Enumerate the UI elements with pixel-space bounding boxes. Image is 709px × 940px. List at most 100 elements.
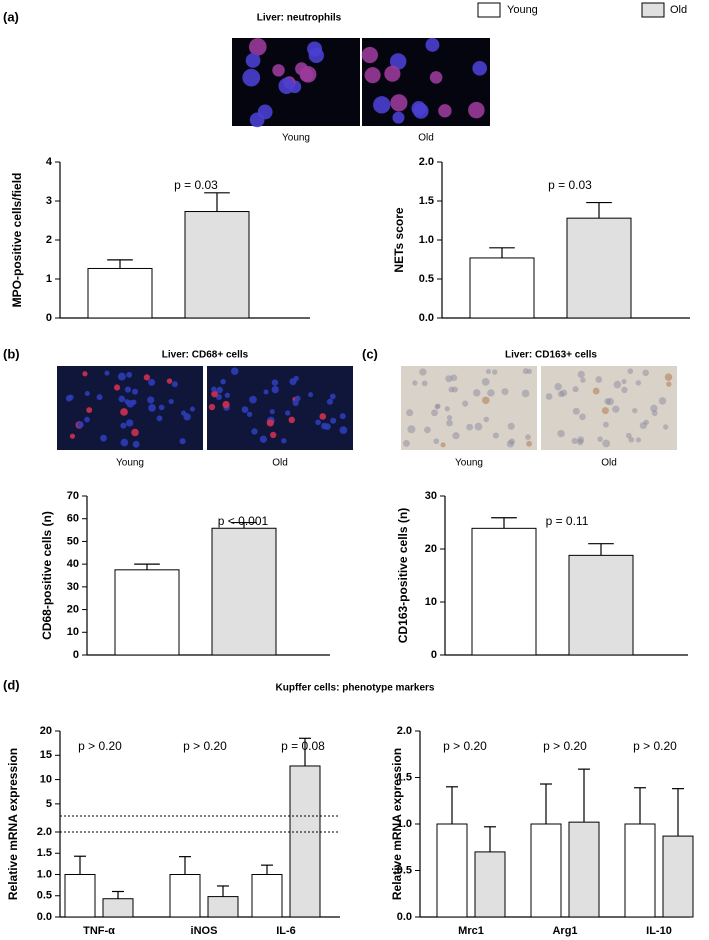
y-tick-label: 0: [431, 649, 437, 661]
p-value: p < 0.001: [218, 514, 269, 528]
p-value: p > 0.20: [78, 739, 122, 753]
bar: [289, 765, 321, 918]
cell: [245, 53, 261, 68]
cell: [158, 404, 165, 411]
micrograph-bg: [207, 366, 353, 450]
cell: [419, 368, 427, 376]
bar: [662, 835, 694, 918]
cell: [361, 46, 379, 64]
cell: [284, 410, 291, 416]
cell: [148, 378, 156, 386]
cell: [621, 379, 627, 385]
y-tick-label: 2.0: [397, 725, 412, 737]
cell: [433, 438, 440, 445]
cell: [487, 389, 495, 397]
cell: [241, 406, 249, 413]
y-tick-label: 15: [40, 749, 52, 761]
micrograph: [207, 366, 353, 450]
cell: [246, 411, 253, 418]
cell: [628, 436, 635, 443]
y-tick-label: 2: [46, 234, 52, 246]
cell: [445, 375, 453, 383]
panel-title: Liver: neutrophils: [257, 13, 342, 24]
cell: [278, 77, 295, 94]
p-value: p > 0.20: [183, 739, 227, 753]
x-tick-label: IL-6: [276, 925, 296, 937]
cell: [446, 419, 453, 427]
y-tick-label: 0: [73, 649, 79, 661]
legend-label: Old: [670, 4, 687, 16]
cell: [124, 386, 132, 393]
micrograph-bg: [57, 366, 203, 450]
cell: [429, 71, 443, 84]
y-tick-label: 10: [40, 773, 52, 785]
cell: [339, 426, 348, 434]
cell: [65, 395, 73, 402]
panel-title: Liver: CD68+ cells: [162, 350, 249, 361]
bar: [471, 527, 537, 656]
cell: [639, 421, 647, 430]
cell: [117, 372, 126, 381]
bar: [566, 217, 632, 319]
y-tick-label: 40: [67, 558, 79, 570]
cell: [86, 407, 93, 414]
cell: [271, 385, 279, 394]
y-tick-label: 60: [67, 513, 79, 525]
y-axis-label: CD68-positive cells (n): [40, 511, 54, 640]
cell: [125, 419, 134, 427]
cell: [76, 421, 84, 428]
cell: [601, 407, 609, 415]
cell: [373, 96, 391, 114]
bar: [530, 823, 562, 918]
cell: [613, 380, 622, 389]
cell: [211, 386, 217, 392]
bar: [102, 898, 134, 918]
cell: [557, 429, 565, 438]
cell: [485, 369, 491, 375]
cell: [438, 104, 452, 118]
cell: [96, 394, 103, 401]
cell: [521, 389, 530, 398]
cell: [421, 380, 428, 387]
cell: [147, 396, 155, 404]
cell: [211, 390, 219, 398]
y-tick-label: 0.5: [37, 890, 52, 902]
cell: [604, 398, 611, 405]
cell: [424, 426, 431, 434]
bar: [436, 823, 468, 918]
y-tick-label: 0.0: [419, 312, 434, 324]
cell: [319, 413, 327, 420]
cell: [148, 404, 156, 412]
y-tick-label: 4: [46, 156, 53, 168]
cell: [664, 373, 673, 381]
cell: [242, 68, 261, 87]
cell: [248, 38, 267, 56]
cell: [412, 380, 418, 386]
cell: [171, 381, 178, 388]
cell: [481, 377, 490, 386]
cell: [413, 103, 429, 119]
cell: [272, 64, 285, 77]
cell: [222, 400, 230, 409]
cell: [251, 428, 258, 435]
cell: [526, 368, 532, 375]
cell: [452, 432, 460, 440]
cell: [104, 370, 110, 376]
cell: [627, 368, 634, 375]
micrograph: [232, 38, 360, 128]
cell: [271, 379, 279, 386]
image-caption: Old: [418, 133, 434, 144]
bar: [469, 257, 535, 319]
y-tick-label: 10: [67, 626, 79, 638]
cell: [156, 415, 163, 422]
cell: [597, 436, 603, 442]
y-tick-label: 5: [46, 798, 52, 810]
x-tick-label: Arg1: [552, 925, 577, 937]
p-value: p = 0.11: [546, 514, 589, 528]
cell: [444, 406, 450, 412]
legend-label: Young: [507, 4, 538, 16]
y-tick-label: 1: [46, 273, 52, 285]
cell: [84, 416, 90, 423]
cell: [131, 388, 139, 395]
cell: [113, 384, 121, 391]
